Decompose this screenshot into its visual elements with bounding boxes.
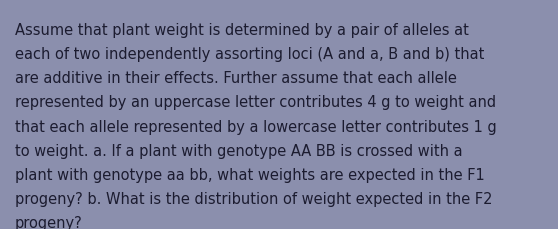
Text: progeny?: progeny?: [15, 215, 82, 229]
Text: to weight. a. If a plant with genotype AA BB is crossed with a: to weight. a. If a plant with genotype A…: [15, 143, 462, 158]
Text: progeny? b. What is the distribution of weight expected in the F2: progeny? b. What is the distribution of …: [15, 191, 492, 206]
Text: plant with genotype aa bb, what weights are expected in the F1: plant with genotype aa bb, what weights …: [15, 167, 484, 182]
Text: are additive in their effects. Further assume that each allele: are additive in their effects. Further a…: [15, 71, 456, 86]
Text: each of two independently assorting loci (A and a, B and b) that: each of two independently assorting loci…: [15, 47, 484, 62]
Text: represented by an uppercase letter contributes 4 g to weight and: represented by an uppercase letter contr…: [15, 95, 496, 110]
Text: Assume that plant weight is determined by a pair of alleles at: Assume that plant weight is determined b…: [15, 23, 468, 38]
Text: that each allele represented by a lowercase letter contributes 1 g: that each allele represented by a lowerc…: [15, 119, 496, 134]
